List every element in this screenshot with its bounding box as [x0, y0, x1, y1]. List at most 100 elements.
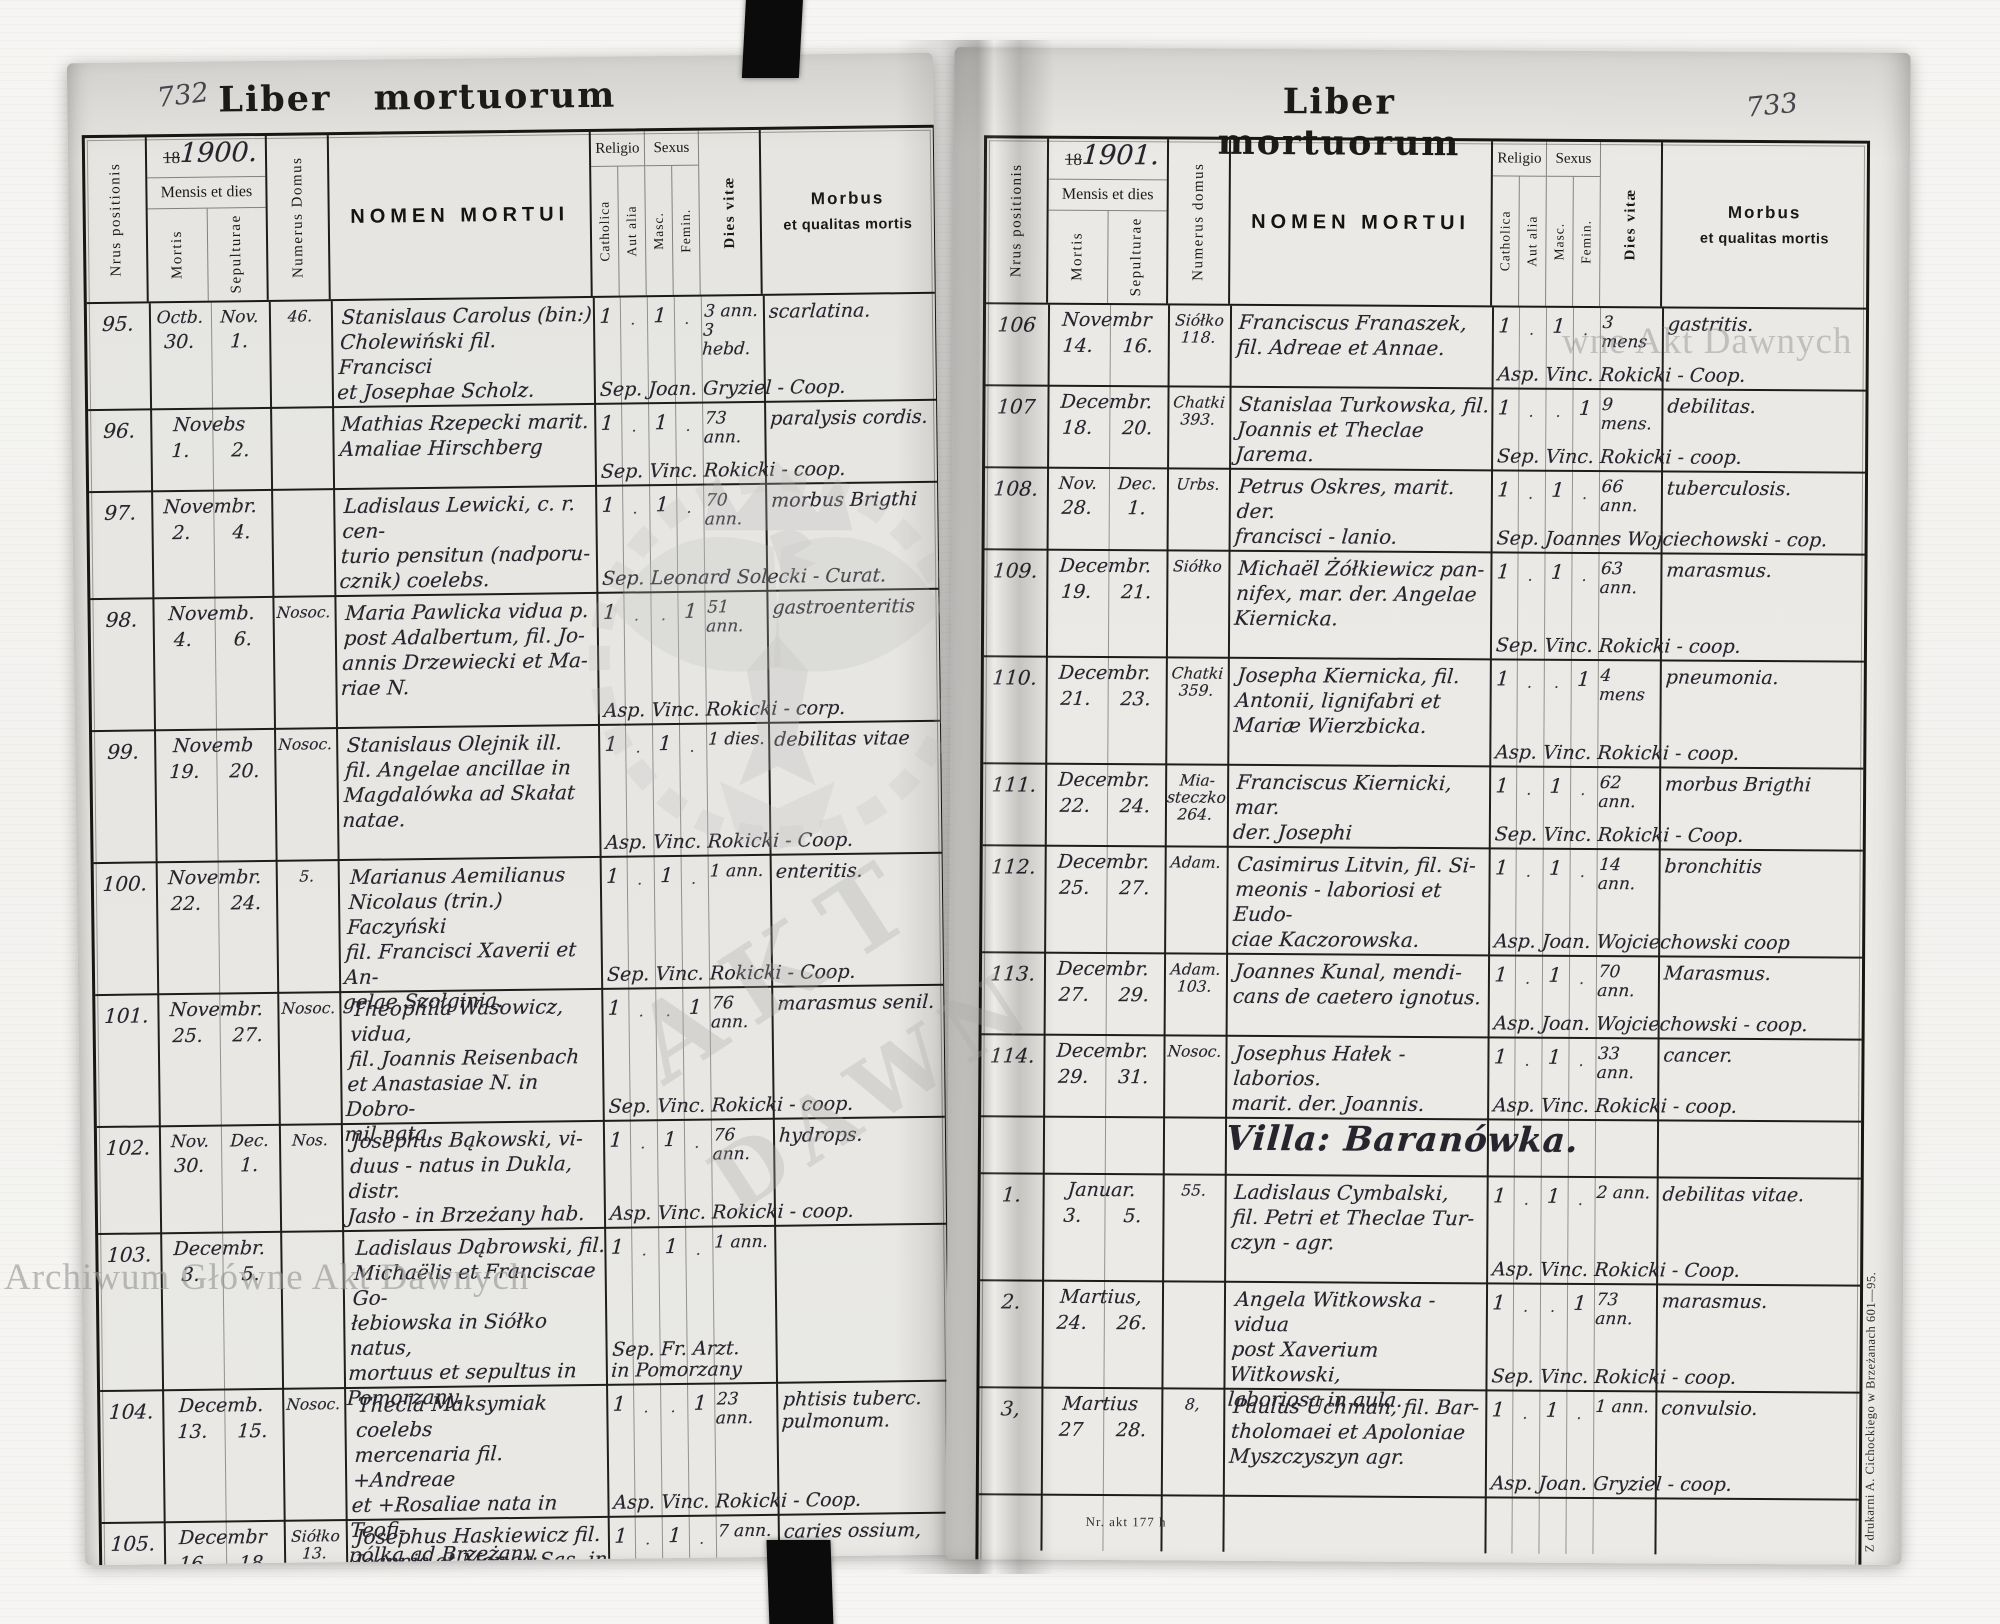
burial-day: 6.	[233, 628, 253, 651]
entry-number: 101.	[103, 1003, 150, 1028]
village-section-heading: Villa: Baranówka.	[1224, 1118, 1581, 1161]
death-burial-month: Novembr.	[163, 495, 258, 519]
header-label: Catholica	[596, 200, 613, 262]
register-row: 113. Decembr. 27. 29. Adam. 103. Joannes Kuna…	[981, 951, 1863, 1039]
religion-other-mark: .	[636, 870, 643, 889]
burial-officiant: Sep. Joan. Gryziel - Coop.	[599, 375, 847, 401]
sexus-subcolumns: Masc. Femin.	[645, 165, 700, 296]
religion-other-mark: .	[1524, 969, 1532, 988]
burial-officiant: Asp. Vinc. Rokicki - coop.	[1494, 741, 1741, 765]
sex-female-mark: .	[686, 498, 693, 517]
sex-male-mark: .	[1549, 1297, 1557, 1316]
burial-officiant: Sep. Fr. Arzt. in Pomorzany	[610, 1337, 743, 1382]
cause-of-death: hydrops.	[778, 1123, 864, 1147]
house-number: Siółko 13.	[290, 1527, 341, 1563]
burial-officiant: Asp. Joan. Gryziel - coop.	[1490, 1472, 1733, 1496]
house-number: Nosoc.	[276, 603, 332, 622]
entry-number: 106	[996, 312, 1037, 337]
death-burial-month: Decembr.	[1058, 661, 1152, 685]
burial-officiant: Sep. Joannes Wojciechowski - cop.	[1495, 527, 1829, 552]
header-sublabel: et qualitas mortis	[1699, 230, 1830, 248]
entry-number: 95.	[101, 311, 135, 336]
entry-number: 112.	[990, 854, 1037, 879]
entry-number: 107	[996, 394, 1037, 419]
sex-male-mark: 1	[655, 492, 670, 517]
header-aut-alia: Aut alia	[1519, 177, 1546, 306]
cause-of-death: scarlatina.	[768, 299, 872, 323]
death-burial-month: Novemb.	[167, 602, 256, 626]
burial-officiant: Sep. Vinc. Rokicki - coop.	[1495, 634, 1742, 658]
header-label: Sepulturae	[227, 214, 245, 294]
sex-female-mark: .	[689, 737, 696, 756]
religion-other-mark: .	[1528, 402, 1535, 421]
sex-male-mark: 1	[667, 1522, 682, 1548]
entry-number: 104.	[108, 1399, 155, 1424]
religion-catholic-mark: 1	[613, 1523, 628, 1548]
header-label: Mortis	[168, 230, 186, 280]
header-label: Femin.	[677, 208, 694, 253]
religion-catholic-mark: 1	[607, 995, 622, 1020]
age-at-death: 9 mens.	[1599, 395, 1653, 435]
deceased-name: Maria Pawlicka vidua p. post Adalbertum,…	[340, 598, 590, 701]
header-label: NOMEN MORTUI	[350, 202, 570, 228]
cause-of-death: gastritis.	[1667, 313, 1755, 336]
header-label: Sexus	[644, 130, 699, 167]
burial-day: 27.	[1118, 877, 1151, 900]
death-burial-month: Decembr.	[1059, 390, 1154, 414]
header-label: Religio	[590, 131, 645, 167]
deceased-name: Josephus Haskiewicz fil. Joannis et Mari…	[353, 1521, 609, 1566]
death-day: 3.	[1062, 1204, 1083, 1227]
year-cell: 18 1901.	[1048, 138, 1168, 181]
death-day: 4.	[173, 628, 193, 652]
header-numerus-domus: Numerus domus	[1168, 139, 1232, 304]
religion-other-mark: .	[632, 499, 639, 518]
house-number: Nosoc.	[285, 1395, 341, 1414]
death-burial-month: Decembr.	[1057, 768, 1151, 792]
religion-catholic-mark: 1	[610, 1234, 625, 1259]
header-label: Nrus positionis	[106, 162, 124, 277]
death-month: Nov.	[1058, 473, 1098, 494]
house-number: 46.	[287, 307, 313, 326]
death-day: 21.	[1059, 687, 1092, 710]
death-day: 28.	[1060, 496, 1093, 519]
header-label: Aut alia	[1524, 215, 1540, 267]
sex-male-mark: 1	[659, 862, 674, 888]
register-row: 114. Decembr. 29. 31. Nosoc. Josephus Hałek -…	[981, 1033, 1862, 1121]
burial-day: 24.	[1119, 795, 1151, 818]
header-femin: Femin.	[672, 166, 700, 295]
death-burial-month: Decembr.	[172, 1237, 266, 1261]
cause-of-death: debilitas.	[1666, 395, 1757, 418]
cause-of-death: cancer.	[1662, 1044, 1734, 1067]
death-burial-month: Decembr.	[1057, 850, 1151, 874]
header-label: Aut alia	[623, 205, 640, 257]
death-day: 29.	[1057, 1065, 1090, 1088]
header-label: Nrus positionis	[1007, 163, 1025, 278]
header-sexus: Sexus Masc. Femin.	[644, 130, 701, 296]
age-at-death: 3 ann. 3 hebd.	[701, 300, 759, 360]
religion-catholic-mark: 1	[1496, 559, 1511, 584]
register-page-right: 733 Liber mortuorum Nrus positionis 18 1…	[945, 47, 1911, 1565]
death-day: 27.	[1057, 983, 1090, 1006]
entry-number: 102.	[105, 1135, 152, 1160]
sex-male-mark: 1	[1550, 477, 1566, 502]
death-day: 2.	[171, 521, 192, 545]
table-header: Nrus positionis 18 1900. Mensis et dies …	[84, 127, 935, 305]
religion-catholic-mark: 1	[608, 1127, 624, 1152]
death-burial-month: Martius,	[1059, 1285, 1143, 1309]
house-number: 55.	[1180, 1181, 1207, 1200]
burial-day: 27.	[232, 1024, 264, 1047]
burial-day: 24.	[230, 892, 262, 915]
cause-of-death: debilitas vitae	[773, 727, 911, 751]
death-burial-month: Novebs	[172, 413, 246, 437]
cause-of-death: gastroenteritis	[771, 595, 916, 619]
age-at-death: 76 ann.	[710, 993, 750, 1033]
religion-catholic-mark: 1	[1493, 1044, 1508, 1069]
register-row: 99. Novemb 19. 20. Nosoc. Stanislaus Olejnik …	[92, 719, 942, 863]
header-label: Masc.	[1551, 222, 1567, 261]
date-subcolumns: Mortis Sepulturae	[1048, 210, 1167, 304]
section-heading-row: Villa: Baranówka.	[980, 1115, 1862, 1178]
age-at-death: 7 ann.	[717, 1520, 773, 1542]
religion-catholic-mark: 1	[1496, 477, 1512, 502]
death-day: 25.	[172, 1024, 204, 1048]
age-at-death: 23 ann.	[715, 1389, 754, 1429]
